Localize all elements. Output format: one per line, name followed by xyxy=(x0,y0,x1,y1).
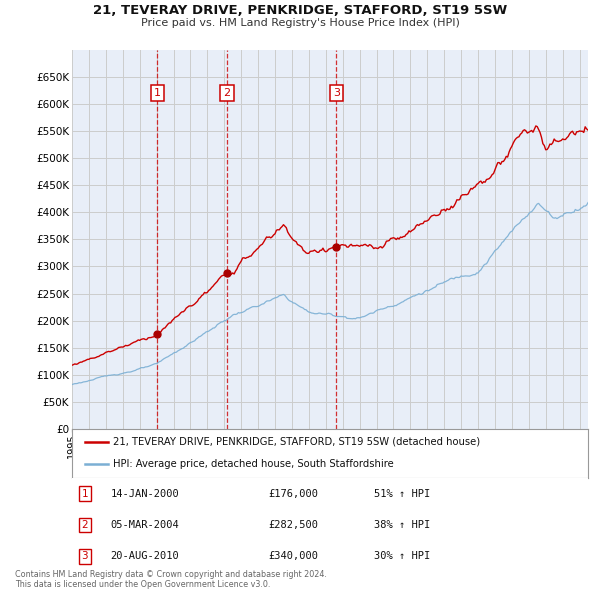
Text: Contains HM Land Registry data © Crown copyright and database right 2024.
This d: Contains HM Land Registry data © Crown c… xyxy=(15,570,327,589)
Text: £176,000: £176,000 xyxy=(268,489,318,499)
Text: 14-JAN-2000: 14-JAN-2000 xyxy=(110,489,179,499)
Text: 05-MAR-2004: 05-MAR-2004 xyxy=(110,520,179,530)
Text: £340,000: £340,000 xyxy=(268,551,318,561)
Text: 30% ↑ HPI: 30% ↑ HPI xyxy=(374,551,430,561)
Text: 20-AUG-2010: 20-AUG-2010 xyxy=(110,551,179,561)
Text: 3: 3 xyxy=(333,88,340,98)
Text: HPI: Average price, detached house, South Staffordshire: HPI: Average price, detached house, Sout… xyxy=(113,460,394,470)
Text: 2: 2 xyxy=(82,520,88,530)
Text: £282,500: £282,500 xyxy=(268,520,318,530)
Text: 1: 1 xyxy=(82,489,88,499)
Text: 21, TEVERAY DRIVE, PENKRIDGE, STAFFORD, ST19 5SW: 21, TEVERAY DRIVE, PENKRIDGE, STAFFORD, … xyxy=(93,4,507,17)
Text: 2: 2 xyxy=(224,88,231,98)
Text: 1: 1 xyxy=(154,88,161,98)
Text: 3: 3 xyxy=(82,551,88,561)
Text: Price paid vs. HM Land Registry's House Price Index (HPI): Price paid vs. HM Land Registry's House … xyxy=(140,18,460,28)
Text: 21, TEVERAY DRIVE, PENKRIDGE, STAFFORD, ST19 5SW (detached house): 21, TEVERAY DRIVE, PENKRIDGE, STAFFORD, … xyxy=(113,437,481,447)
Text: 51% ↑ HPI: 51% ↑ HPI xyxy=(374,489,430,499)
Text: 38% ↑ HPI: 38% ↑ HPI xyxy=(374,520,430,530)
